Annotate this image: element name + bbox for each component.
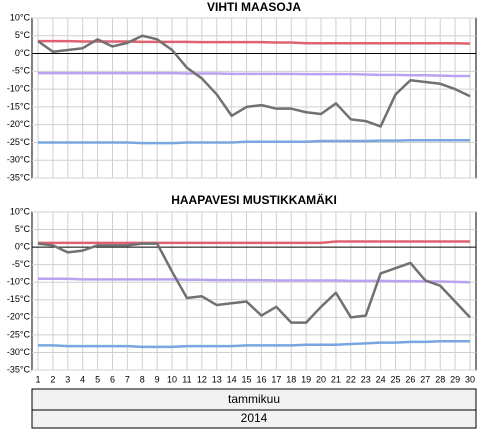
chart-title: HAAPAVESI MUSTIKKAMÄKI (171, 192, 337, 207)
x-tick-label: 22 (346, 374, 356, 384)
y-tick-label: 10°C (10, 206, 31, 216)
x-tick-label: 24 (376, 374, 386, 384)
x-tick-label: 5 (95, 374, 100, 384)
y-tick-label: -5°C (12, 66, 31, 76)
y-tick-label: -25°C (7, 137, 31, 147)
x-tick-label: 13 (212, 374, 222, 384)
x-tick-label: 29 (450, 374, 460, 384)
x-tick-label: 20 (316, 374, 326, 384)
y-tick-label: -20°C (7, 312, 31, 322)
y-tick-label: -20°C (7, 119, 31, 129)
y-tick-label: -25°C (7, 329, 31, 339)
x-tick-label: 10 (167, 374, 177, 384)
y-tick-label: -15°C (7, 294, 31, 304)
y-tick-label: -10°C (7, 83, 31, 93)
y-tick-label: -35°C (7, 172, 31, 182)
series-line (37, 242, 471, 324)
series-line (37, 34, 471, 128)
plot-area (31, 211, 477, 371)
x-tick-label: 21 (331, 374, 341, 384)
x-tick-label: 9 (155, 374, 160, 384)
series-line (38, 339, 470, 349)
x-tick-label: 28 (435, 374, 445, 384)
x-tick-label: 25 (391, 374, 401, 384)
y-tick-label: -15°C (7, 101, 31, 111)
x-tick-label: 14 (227, 374, 237, 384)
x-label: tammikuu (228, 392, 280, 406)
x-tick-label: 18 (286, 374, 296, 384)
x-tick-label: 15 (242, 374, 252, 384)
chart-title: VIHTI MAASOJA (207, 0, 301, 14)
series-line (38, 71, 470, 78)
x-tick-label: 12 (197, 374, 207, 384)
x-tick-label: 7 (125, 374, 130, 384)
x-tick-label: 30 (465, 374, 475, 384)
series-line (38, 277, 471, 284)
series-line (38, 139, 470, 145)
x-tick-label: 8 (140, 374, 145, 384)
y-tick-label: -30°C (7, 347, 31, 357)
x-tick-label: 17 (271, 374, 281, 384)
y-tick-label: -10°C (7, 277, 31, 287)
y-tick-label: 10°C (10, 12, 31, 22)
x-sublabel-box (31, 409, 477, 429)
y-tick-label: 5°C (15, 30, 31, 40)
x-tick-label: 16 (256, 374, 266, 384)
x-tick-label: 6 (110, 374, 115, 384)
series-line (38, 39, 471, 45)
x-tick-label: 4 (80, 374, 85, 384)
x-tick-label: 1 (35, 374, 40, 384)
y-tick-label: 0°C (15, 241, 31, 251)
y-tick-label: -5°C (12, 259, 31, 269)
y-tick-label: 5°C (15, 224, 31, 234)
x-tick-label: 3 (65, 374, 70, 384)
x-tick-label: 23 (361, 374, 371, 384)
x-tick-label: 19 (301, 374, 311, 384)
x-tick-label: 26 (405, 374, 415, 384)
x-tick-label: 27 (420, 374, 430, 384)
y-tick-label: -35°C (7, 364, 31, 374)
x-sublabel: 2014 (241, 411, 268, 425)
y-tick-label: -30°C (7, 155, 31, 165)
x-tick-label: 2 (50, 374, 55, 384)
x-tick-label: 11 (182, 374, 191, 384)
y-tick-label: 0°C (15, 48, 31, 58)
series-line (38, 240, 470, 245)
